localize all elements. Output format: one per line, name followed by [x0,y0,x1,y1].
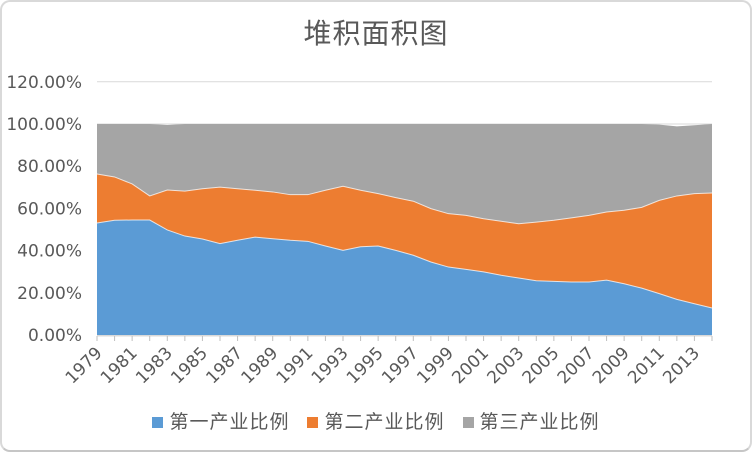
x-tick-label: 2013 [659,343,704,388]
y-tick-label: 40.00% [17,242,82,262]
x-tick-label: 1995 [343,343,388,388]
legend-label-secondary-industry: 第二产业比例 [324,411,445,433]
legend-swatch-primary-industry [152,416,164,428]
x-tick-label: 2007 [554,343,599,388]
x-tick-label: 1997 [378,343,423,388]
x-tick-label: 1999 [413,343,458,388]
x-tick-label: 2001 [448,343,493,388]
legend-label-primary-industry: 第一产业比例 [169,411,290,433]
y-tick-label: 20.00% [17,284,82,304]
y-tick-label: 80.00% [17,157,82,177]
x-tick-label: 1981 [97,343,142,388]
x-tick-label: 1979 [62,343,107,388]
chart-legend: 第一产业比例 第二产业比例 第三产业比例 [2,411,750,433]
area-primary-industry[interactable] [97,220,712,335]
x-tick-label: 1993 [308,343,353,388]
x-tick-label: 2003 [484,343,529,388]
legend-swatch-secondary-industry [307,416,319,428]
x-tick-label: 1991 [273,343,318,388]
series-boundary [96,173,713,225]
x-tick-label: 2011 [624,343,669,388]
y-tick-label: 120.00% [6,73,82,93]
legend-item-primary-industry[interactable]: 第一产业比例 [152,411,289,433]
x-tick-label: 1983 [132,343,177,388]
chart-title: 堆积面积图 [303,17,449,50]
y-tick-label: 60.00% [17,199,82,219]
y-tick-label: 100.00% [6,115,82,135]
x-tick-label: 1985 [167,343,212,388]
legend-swatch-tertiary-industry [462,416,474,428]
legend-item-tertiary-industry[interactable]: 第三产业比例 [462,411,600,433]
y-tick-label: 0.00% [28,326,82,346]
x-tick-label: 1989 [238,343,283,388]
series-boundary [96,219,713,309]
legend-label-tertiary-industry: 第三产业比例 [479,411,600,433]
x-tick-label: 2005 [519,343,564,388]
x-tick-label: 2009 [589,343,634,388]
legend-item-secondary-industry[interactable]: 第二产业比例 [307,411,444,433]
x-tick-label: 1987 [202,343,247,388]
